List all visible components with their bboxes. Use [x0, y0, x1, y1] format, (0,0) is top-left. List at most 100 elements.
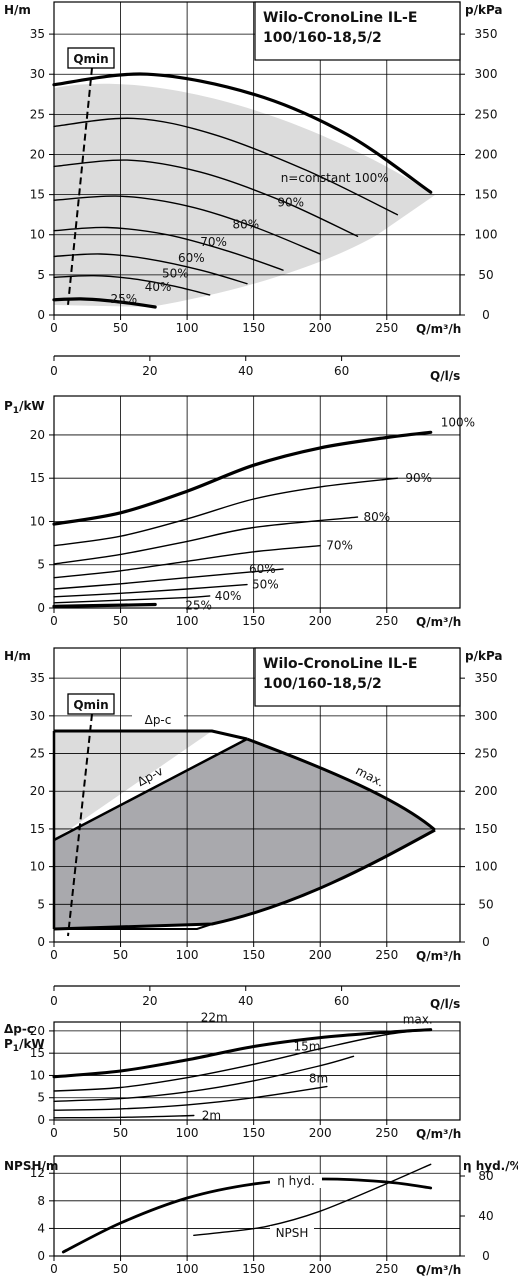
axis-ticks: 0 20 40 60: [50, 986, 349, 1008]
tick-label-y: 20: [30, 147, 45, 161]
series-line: [53, 195, 321, 255]
series-line: [52, 72, 433, 194]
series-label: 2m: [202, 1109, 221, 1123]
tick-label-y: 15: [30, 1046, 45, 1060]
plot-frame: [53, 395, 461, 609]
curve-labels: 100% 90% 80% 70% 60% 50% 40%25%: [185, 415, 475, 612]
tick-label-y: 8: [37, 1194, 45, 1208]
axis-label: Q/l/s: [430, 369, 460, 383]
pump-title-line2: 100/160-18,5/2: [263, 30, 382, 46]
series-line: [193, 1163, 432, 1236]
y-axis-label-left: H/m: [4, 3, 31, 17]
tick-label-y: 30: [30, 709, 45, 723]
max-curve: [246, 737, 436, 832]
tick-label-y-right: 80: [478, 1169, 493, 1183]
tick-label-y: 5: [37, 268, 45, 282]
series-line: [53, 568, 284, 590]
tick-label-x: 150: [242, 948, 265, 962]
series-label: 40%: [215, 589, 242, 603]
min-curve: [53, 828, 436, 931]
axis-label: Q/l/s: [430, 997, 460, 1011]
tick-label-x: 40: [238, 364, 253, 378]
tick-label-y-right: 50: [478, 268, 493, 282]
tick-label-y: 10: [30, 228, 45, 242]
tick-label-y: 20: [30, 428, 45, 442]
plot-frame: [53, 1155, 461, 1257]
tick-label-x: 150: [242, 1262, 265, 1276]
series-label: 60%: [249, 562, 276, 576]
qmin-line: [67, 67, 93, 306]
series-line: [53, 1114, 195, 1119]
tick-label-x: 0: [50, 321, 58, 335]
series-label: 60%: [178, 251, 205, 265]
dp-c-label: Δp-c: [145, 713, 172, 727]
power-curves: [52, 1028, 433, 1119]
axis-ticks: 0 50 100 150 200 250 0 5 10 15 20: [30, 428, 399, 628]
tick-label-y: 5: [37, 897, 45, 911]
tick-label-y-right: 300: [475, 67, 498, 81]
y-axis-label-right: η hyd./%: [463, 1159, 518, 1173]
tick-label-y: 5: [37, 1091, 45, 1105]
tick-label-y: 20: [30, 784, 45, 798]
dp-v-line: [53, 737, 248, 842]
tick-label-y: 0: [37, 935, 45, 949]
series-line: [53, 545, 321, 579]
tick-label-y: 15: [30, 822, 45, 836]
pump-title-line1: Wilo-CronoLine IL-E: [263, 10, 417, 26]
tick-label-y: 20: [30, 1024, 45, 1038]
tick-label-y: 0: [37, 1113, 45, 1127]
pump-title-line2: 100/160-18,5/2: [263, 676, 382, 692]
y-axis-label-mode: Δp-c: [4, 1022, 34, 1036]
tick-label-x: 0: [50, 614, 58, 628]
y-axis-label: P1/kW: [4, 1037, 45, 1054]
tick-label-x: 250: [375, 321, 398, 335]
axis-ticks: 0 50 100 150 200 2500510152025303505010015020…: [30, 27, 498, 335]
series-line: [53, 516, 359, 565]
tick-label-x: 50: [113, 1262, 128, 1276]
tick-label-x: 250: [375, 614, 398, 628]
qmin-label: Qmin: [73, 52, 108, 66]
tick-label-y: 35: [30, 671, 45, 685]
series-label: 40%: [145, 280, 172, 294]
series-line: [53, 117, 399, 216]
tick-label-x: 60: [334, 364, 349, 378]
npsh-label-bg: [270, 1226, 314, 1240]
series-label: 100%: [441, 415, 475, 429]
series-line: [53, 583, 248, 598]
tick-label-y: 5: [37, 558, 45, 572]
flow-ls-axis-2: 0 20 40 60 Q/l/s: [50, 985, 460, 1011]
tick-label-x: 250: [375, 1126, 398, 1140]
series-line: [53, 226, 284, 271]
dp-c-line: [54, 729, 248, 741]
npsh-label: NPSH: [276, 1226, 309, 1240]
power-curves: [52, 430, 433, 608]
tick-label-x: 50: [113, 948, 128, 962]
qmin-label-box: [67, 47, 115, 69]
pump-title-line1: Wilo-CronoLine IL-E: [263, 656, 417, 672]
series-line: [53, 253, 248, 285]
series-line: [52, 297, 157, 309]
tick-label-x: 40: [238, 994, 253, 1008]
tick-label-y-right: 100: [475, 860, 498, 874]
chart-grid: [54, 396, 460, 608]
tick-label-y-right: 0: [482, 308, 490, 322]
tick-label-y-right: 0: [482, 935, 490, 949]
x-axis-label: Q/m³/h: [416, 1127, 461, 1141]
series-line: [53, 1028, 432, 1092]
curve-labels: max. 22m 15m 8m 2m: [201, 1011, 433, 1123]
tick-label-y: 25: [30, 747, 45, 761]
tick-label-y: 25: [30, 107, 45, 121]
y-axis-label-left: NPSH/m: [4, 1159, 58, 1173]
tick-label-y-right: 0: [482, 1249, 490, 1263]
axis-ticks: 0 20 40 60: [50, 356, 349, 378]
series-line: [53, 1085, 328, 1111]
qmin-label-box: [67, 693, 115, 715]
tick-label-x: 50: [113, 614, 128, 628]
tick-label-y-right: 250: [475, 107, 498, 121]
series-label: n=constant 100%: [281, 171, 389, 185]
series-label: 70%: [326, 539, 353, 553]
axis-ticks: 0 50 100 150 200 250 0 4 8 12 0 40 80: [30, 1166, 494, 1276]
tick-label-y-right: 40: [478, 1209, 493, 1223]
tick-label-y-right: 350: [475, 27, 498, 41]
